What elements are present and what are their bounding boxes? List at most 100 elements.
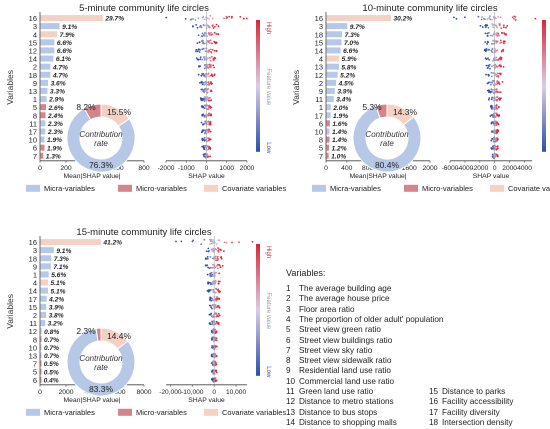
shap-point bbox=[196, 58, 199, 61]
y-tick-label: 4 bbox=[319, 55, 323, 64]
shap-point bbox=[201, 83, 204, 86]
donut-hole bbox=[81, 342, 121, 382]
shap-point bbox=[209, 130, 212, 133]
shap-point bbox=[206, 73, 209, 76]
shap-point bbox=[490, 98, 493, 101]
shap-point bbox=[202, 34, 205, 37]
donut-center-label: Contribution bbox=[365, 130, 409, 139]
shap-point bbox=[210, 282, 213, 285]
colorbar-label: Feature value bbox=[265, 69, 271, 106]
shap-point bbox=[217, 282, 220, 285]
panel-1: 5-minute community life circles Variables… bbox=[5, 3, 286, 193]
variable-number: 17 bbox=[429, 407, 439, 417]
shap-point bbox=[207, 131, 210, 134]
shap-point bbox=[486, 42, 488, 45]
shap-point bbox=[210, 272, 213, 274]
y-tick-label: 12 bbox=[315, 71, 323, 80]
bar-value-label: 3.9% bbox=[49, 304, 64, 311]
shap-point bbox=[514, 19, 517, 21]
shap-point bbox=[495, 17, 497, 20]
shap-point bbox=[184, 18, 187, 20]
shap-point bbox=[239, 15, 242, 18]
variable-item: 13 Distance to bus stops bbox=[286, 408, 377, 417]
bar-17 bbox=[40, 295, 47, 302]
bar-18 bbox=[40, 71, 51, 78]
shap-point bbox=[490, 72, 493, 74]
colorbar-label: Feature value bbox=[265, 293, 271, 330]
shap-x-tick-label: -4000 bbox=[456, 165, 473, 172]
variable-item: 9 Residential land use ratio bbox=[286, 366, 391, 375]
shap-point bbox=[219, 290, 222, 293]
shap-point bbox=[215, 50, 218, 52]
shap-point bbox=[210, 64, 212, 67]
legend-swatch bbox=[312, 184, 326, 192]
shap-point bbox=[212, 339, 215, 342]
shap-point bbox=[216, 255, 219, 258]
shap-point bbox=[204, 24, 206, 27]
legend-swatch bbox=[118, 184, 132, 192]
bar-4 bbox=[40, 279, 48, 286]
shap-point bbox=[488, 63, 491, 66]
shap-point bbox=[203, 136, 206, 139]
shap-point bbox=[209, 313, 212, 316]
shap-point bbox=[503, 32, 505, 34]
bar-value-label: 5.2% bbox=[340, 72, 355, 79]
shap-point bbox=[208, 322, 211, 325]
shap-point bbox=[534, 17, 537, 20]
shap-point bbox=[223, 17, 225, 20]
shap-point bbox=[215, 287, 217, 290]
shap-point bbox=[205, 250, 208, 252]
shap-point bbox=[203, 18, 206, 21]
bar-value-label: 5.6% bbox=[51, 272, 66, 279]
shap-point bbox=[207, 282, 209, 285]
y-tick-label: 16 bbox=[315, 14, 323, 23]
shap-point bbox=[491, 108, 493, 110]
bar-value-label: 4.2% bbox=[48, 296, 64, 303]
shap-point bbox=[216, 296, 218, 298]
variable-name: Distance to bus stops bbox=[299, 407, 378, 417]
shap-point bbox=[203, 67, 206, 70]
shap-point bbox=[498, 72, 501, 75]
bar-value-label: 1.9% bbox=[333, 113, 348, 120]
shap-point bbox=[209, 275, 212, 278]
shap-point bbox=[217, 323, 220, 325]
bar-value-label: 29.7% bbox=[104, 16, 124, 23]
shap-point bbox=[221, 264, 224, 267]
shap-point bbox=[198, 65, 200, 68]
variable-number: 10 bbox=[286, 376, 296, 386]
y-axis-label: Variables bbox=[5, 294, 15, 329]
shap-point bbox=[496, 26, 499, 29]
shap-point bbox=[211, 369, 214, 372]
bar-value-label: 3.8% bbox=[49, 313, 64, 320]
bar-x-tick-label: 600 bbox=[112, 165, 124, 172]
shap-point bbox=[201, 88, 204, 91]
donut-center-label: rate bbox=[94, 139, 108, 148]
variable-name: Facility diversity bbox=[442, 407, 500, 417]
shap-point bbox=[495, 41, 498, 44]
shap-point bbox=[217, 312, 220, 315]
shap-point bbox=[210, 83, 213, 85]
y-tick-label: 15 bbox=[29, 303, 37, 312]
y-tick-label: 2 bbox=[33, 63, 37, 72]
shap-point bbox=[477, 15, 480, 18]
y-tick-label: 7 bbox=[33, 152, 37, 161]
y-axis-label: Variables bbox=[291, 70, 301, 105]
bar-value-label: 3.6% bbox=[51, 80, 66, 87]
variable-item: 2 The average house price bbox=[286, 294, 390, 303]
variable-number: 14 bbox=[286, 417, 296, 427]
shap-point bbox=[211, 17, 214, 20]
shap-point bbox=[211, 266, 214, 269]
shap-point bbox=[204, 80, 207, 83]
shap-point bbox=[211, 74, 214, 77]
shap-point bbox=[218, 248, 221, 251]
shap-point bbox=[199, 81, 201, 84]
shap-point bbox=[496, 33, 499, 36]
shap-point bbox=[499, 91, 502, 93]
bar-value-label: 41.2% bbox=[102, 240, 122, 247]
variable-number: 3 bbox=[286, 304, 291, 314]
variable-number: 16 bbox=[429, 397, 439, 407]
bar-13 bbox=[40, 87, 48, 94]
shap-point bbox=[200, 80, 203, 83]
legend-label: Micra-variables bbox=[44, 184, 95, 193]
shap-x-tick-label: 4000 bbox=[517, 165, 532, 172]
